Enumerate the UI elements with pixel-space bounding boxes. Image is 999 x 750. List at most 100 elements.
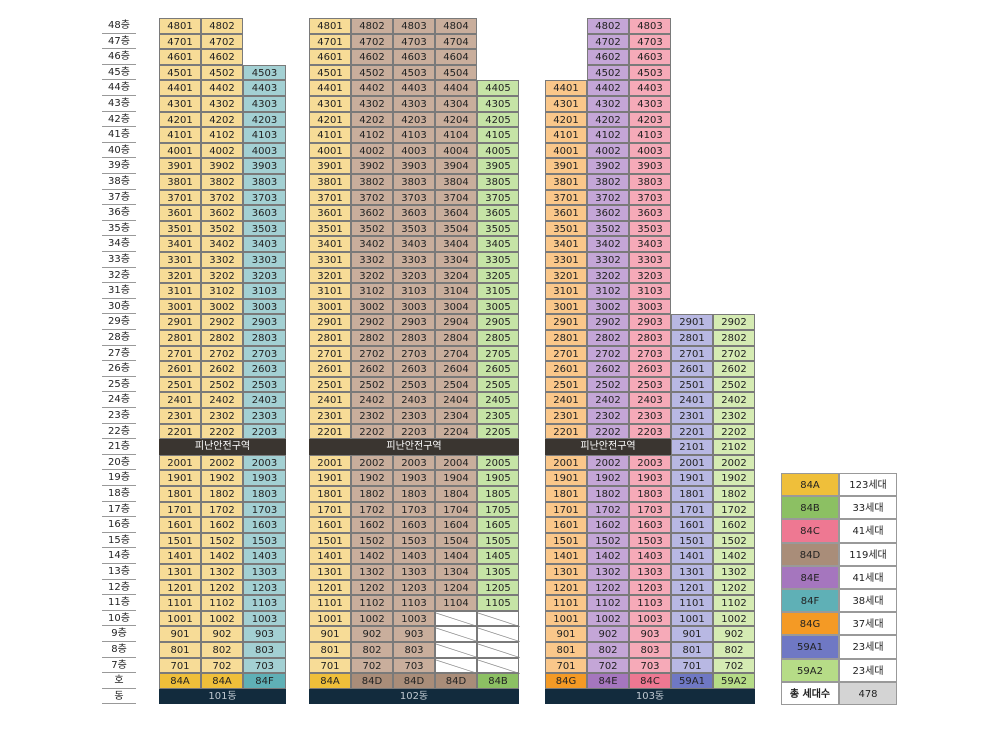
unit-cell[interactable]: 1601 (545, 517, 587, 533)
unit-cell[interactable]: 1201 (309, 579, 351, 596)
unit-cell[interactable]: 902 (201, 626, 243, 642)
unit-cell[interactable]: 1601 (309, 517, 351, 533)
unit-cell[interactable]: 1203 (393, 579, 435, 596)
unit-cell[interactable]: 3802 (351, 174, 393, 190)
unit-cell[interactable]: 3102 (587, 283, 629, 299)
unit-cell[interactable]: 4303 (393, 96, 435, 112)
unit-cell[interactable]: 3101 (309, 283, 351, 299)
unit-cell[interactable]: 1603 (393, 517, 435, 533)
unit-cell[interactable]: 702 (587, 657, 629, 674)
unit-cell[interactable]: 802 (201, 642, 243, 658)
unit-cell[interactable]: 2501 (671, 376, 713, 393)
unit-cell[interactable]: 3401 (545, 236, 587, 252)
unit-cell[interactable]: 3802 (201, 174, 243, 190)
unit-cell[interactable]: 703 (243, 657, 286, 674)
unit-cell[interactable]: 2701 (309, 345, 351, 362)
unit-cell[interactable]: 3102 (351, 283, 393, 299)
unit-cell[interactable]: 1702 (587, 501, 629, 518)
unit-cell[interactable]: 4604 (435, 49, 477, 65)
unit-cell[interactable]: 1703 (243, 501, 286, 518)
unit-cell[interactable]: 1801 (309, 486, 351, 502)
unit-cell[interactable]: 902 (587, 626, 629, 642)
unit-cell[interactable]: 801 (159, 642, 201, 658)
unit-cell[interactable]: 803 (629, 642, 671, 658)
unit-cell[interactable]: 1901 (159, 470, 201, 486)
unit-cell[interactable]: 4002 (201, 142, 243, 159)
unit-cell[interactable]: 3103 (243, 283, 286, 299)
unit-cell[interactable]: 2902 (587, 314, 629, 330)
unit-cell[interactable]: 3201 (545, 267, 587, 284)
unit-cell[interactable]: 1403 (243, 548, 286, 564)
unit-cell[interactable]: 3801 (159, 174, 201, 190)
unit-cell[interactable]: 2702 (351, 345, 393, 362)
unit-cell[interactable]: 1001 (309, 610, 351, 627)
unit-cell[interactable]: 1502 (713, 532, 755, 549)
unit-cell[interactable]: 1001 (545, 610, 587, 627)
unit-cell[interactable]: 2305 (477, 408, 519, 424)
unit-cell[interactable]: 3702 (587, 189, 629, 206)
unit-cell[interactable]: 1003 (629, 610, 671, 627)
unit-cell[interactable]: 4601 (309, 49, 351, 65)
unit-cell[interactable]: 1901 (309, 470, 351, 486)
unit-cell[interactable]: 2703 (629, 345, 671, 362)
unit-cell[interactable]: 4502 (351, 64, 393, 81)
unit-cell[interactable]: 4401 (159, 80, 201, 96)
unit-cell[interactable]: 1902 (587, 470, 629, 486)
unit-cell[interactable]: 901 (671, 626, 713, 642)
unit-cell[interactable]: 2302 (587, 408, 629, 424)
unit-cell[interactable]: 4102 (587, 127, 629, 143)
unit-cell[interactable]: 2702 (201, 345, 243, 362)
unit-cell[interactable]: 4003 (243, 142, 286, 159)
unit-cell[interactable]: 4502 (201, 64, 243, 81)
unit-cell[interactable]: 4405 (477, 80, 519, 96)
unit-cell[interactable]: 3703 (243, 189, 286, 206)
unit-cell[interactable]: 1504 (435, 532, 477, 549)
unit-cell[interactable]: 3502 (351, 220, 393, 237)
unit-cell[interactable]: 3902 (201, 158, 243, 174)
unit-cell[interactable]: 4102 (351, 127, 393, 143)
unit-cell[interactable]: 1303 (629, 564, 671, 580)
unit-cell[interactable]: 1202 (587, 579, 629, 596)
unit-cell[interactable]: 2604 (435, 361, 477, 377)
unit-cell[interactable]: 1204 (435, 579, 477, 596)
unit-cell[interactable]: 3305 (477, 252, 519, 268)
unit-cell[interactable]: 4104 (435, 127, 477, 143)
unit-cell[interactable]: 1002 (587, 610, 629, 627)
unit-cell[interactable]: 1802 (351, 486, 393, 502)
unit-cell[interactable]: 3103 (629, 283, 671, 299)
unit-cell[interactable]: 2401 (671, 392, 713, 408)
unit-cell[interactable]: 2401 (545, 392, 587, 408)
unit-cell[interactable]: 2705 (477, 345, 519, 362)
unit-cell[interactable]: 1002 (201, 610, 243, 627)
unit-cell[interactable]: 3705 (477, 189, 519, 206)
unit-cell[interactable]: 1903 (393, 470, 435, 486)
unit-cell[interactable]: 1301 (309, 564, 351, 580)
unit-cell[interactable]: 4501 (309, 64, 351, 81)
unit-cell[interactable]: 2201 (309, 423, 351, 440)
unit-cell[interactable]: 3202 (351, 267, 393, 284)
unit-cell[interactable]: 803 (243, 642, 286, 658)
unit-cell[interactable]: 2203 (629, 423, 671, 440)
unit-cell[interactable]: 2404 (435, 392, 477, 408)
unit-cell[interactable]: 1502 (201, 532, 243, 549)
unit-cell[interactable]: 1403 (629, 548, 671, 564)
unit-cell[interactable]: 4203 (393, 111, 435, 128)
unit-cell[interactable]: 4201 (309, 111, 351, 128)
unit-cell[interactable]: 2401 (309, 392, 351, 408)
unit-cell[interactable]: 2601 (309, 361, 351, 377)
unit-cell[interactable]: 1401 (671, 548, 713, 564)
unit-cell[interactable]: 4701 (309, 33, 351, 50)
unit-cell[interactable]: 4304 (435, 96, 477, 112)
unit-cell[interactable]: 1903 (629, 470, 671, 486)
unit-cell[interactable]: 4403 (393, 80, 435, 96)
unit-cell[interactable]: 3202 (587, 267, 629, 284)
unit-cell[interactable]: 3001 (309, 298, 351, 315)
unit-cell[interactable]: 1102 (713, 595, 755, 611)
unit-cell[interactable]: 4501 (159, 64, 201, 81)
unit-cell[interactable]: 1003 (243, 610, 286, 627)
unit-cell[interactable]: 4801 (159, 18, 201, 34)
unit-cell[interactable]: 3003 (393, 298, 435, 315)
unit-cell[interactable]: 3801 (545, 174, 587, 190)
unit-cell[interactable]: 3501 (159, 220, 201, 237)
unit-cell[interactable]: 1302 (351, 564, 393, 580)
